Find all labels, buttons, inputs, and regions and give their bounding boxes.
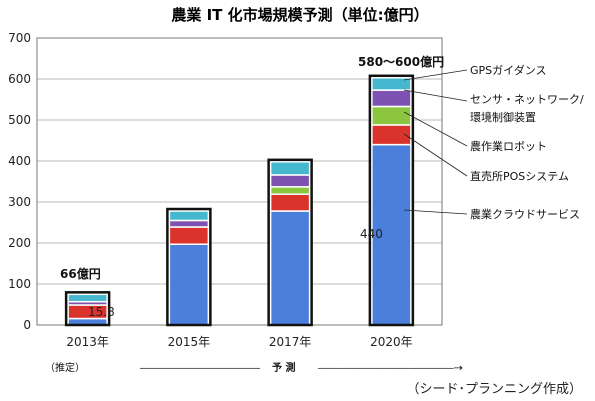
legend-item-pos: 直売所POSシステム [470,169,569,183]
x-tick-label: 2017年 [269,335,312,349]
callout-line-gps [403,69,468,81]
bar-segment-2-3 [269,174,311,188]
bar-segment-3-4 [371,77,412,91]
footer-forecast: 予 測 [272,361,295,374]
legend-item-sensor-line2: 環境制御装置 [470,110,536,124]
legend-callouts: GPSガイダンス センサ・ネットワーク/ 環境制御装置 農作業ロボット 直売所P… [403,63,584,221]
y-tick-label: 700 [8,31,31,45]
bar-segment-1-3 [168,219,210,228]
bar-outline-0 [64,291,111,327]
y-tick-label: 300 [8,195,31,209]
footer-dashes-left: ―――――――――――――――― [140,363,260,374]
data-label-2013-cloud: 15.8 [88,305,115,319]
bar-segment-2-0 [269,210,311,326]
footer-dashes-right: ――――――――――――→ [318,363,463,374]
legend-item-sensor-line1: センサ・ネットワーク/ [470,93,584,106]
callout-line-robot [403,111,468,147]
bar-outline-2 [267,158,313,327]
legend-item-robot: 農作業ロボット [470,139,547,153]
total-label-2013: 66億円 [60,266,101,281]
y-tick-label: 400 [8,154,31,168]
y-tick-label: 100 [8,277,31,291]
y-tick-label: 600 [8,72,31,86]
bar-segment-1-4 [168,210,210,222]
callout-line-sensor [403,89,468,102]
x-tick-label: 2020年 [370,335,413,349]
bar-segment-0-4 [67,293,108,303]
bar-segment-3-3 [371,89,412,108]
source-credit: （シード･プランニング作成） [406,382,582,397]
bar-segment-2-4 [269,161,311,176]
bar-segment-2-2 [269,186,311,195]
data-label-2020-cloud: 440 [360,227,383,241]
bar-segment-3-2 [371,105,412,126]
legend-item-gps: GPSガイダンス [470,63,546,77]
x-tick-labels: 2013年 2015年 2017年 2020年 [66,335,412,349]
y-tick-label: 0 [23,318,31,332]
footer-estimate: （推定） [45,361,85,374]
plot-area-border [36,37,443,326]
legend-item-cloud: 農業クラウドサービス [470,207,580,221]
total-label-2020: 580〜600億円 [358,54,444,69]
chart-title: 農業 IT 化市場規模予測（単位:億円） [171,6,428,24]
bar-outline-1 [166,207,212,327]
bar-segment-1-0 [168,243,210,326]
bar-segment-2-1 [269,193,311,212]
x-tick-label: 2013年 [66,335,109,349]
y-tick-label: 500 [8,113,31,127]
y-tick-labels: 0 100 200 300 400 500 600 700 [8,31,31,332]
bars [64,74,415,327]
y-tick-label: 200 [8,236,31,250]
callout-line-cloud [403,209,468,215]
bar-outline-3 [368,74,415,327]
bar-segment-1-1 [168,226,210,245]
x-tick-label: 2015年 [168,335,211,349]
callout-line-pos [403,133,468,177]
